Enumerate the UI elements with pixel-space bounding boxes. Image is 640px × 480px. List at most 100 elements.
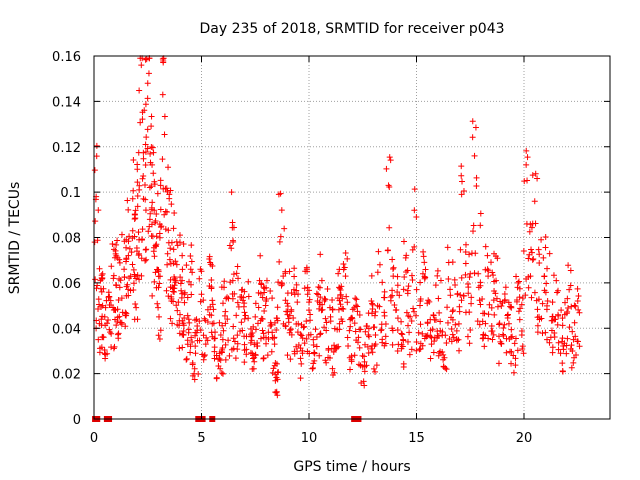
data-point	[134, 272, 141, 279]
data-point	[167, 276, 174, 283]
data-point	[422, 266, 429, 273]
data-point	[535, 246, 542, 253]
data-point	[317, 294, 324, 301]
data-point	[145, 228, 152, 235]
data-point	[544, 265, 551, 272]
data-point	[110, 246, 117, 253]
data-point	[192, 350, 199, 357]
data-point	[274, 304, 281, 311]
data-point	[200, 332, 207, 339]
data-point	[155, 332, 162, 339]
data-point	[158, 223, 165, 230]
data-point	[286, 312, 293, 319]
data-point	[412, 312, 419, 319]
data-point	[239, 297, 246, 304]
data-point	[184, 294, 191, 301]
x-axis-label: GPS time / hours	[293, 459, 410, 475]
data-point	[117, 277, 124, 284]
data-point	[342, 250, 349, 257]
data-point	[362, 328, 369, 335]
data-point	[230, 323, 237, 330]
data-point	[527, 273, 534, 280]
data-point	[184, 312, 191, 319]
data-point	[453, 327, 460, 334]
data-point	[458, 172, 465, 179]
data-point	[259, 294, 266, 301]
data-point	[564, 335, 571, 342]
data-point	[408, 318, 415, 325]
data-point	[427, 355, 434, 362]
data-point	[306, 350, 313, 357]
data-point	[98, 288, 105, 295]
data-point	[176, 232, 183, 239]
data-point	[258, 280, 265, 287]
data-point	[116, 259, 123, 266]
data-point	[193, 316, 200, 323]
y-tick-label: 0.16	[52, 50, 81, 65]
data-point	[408, 346, 415, 353]
data-point	[516, 316, 523, 323]
data-point	[243, 351, 250, 358]
data-point	[99, 275, 106, 282]
data-point	[573, 352, 580, 359]
data-point	[184, 341, 191, 348]
data-point	[197, 266, 204, 273]
data-point	[108, 263, 115, 270]
data-point	[248, 333, 255, 340]
data-point	[437, 327, 444, 334]
data-point	[352, 328, 359, 335]
data-point	[288, 331, 295, 338]
data-point	[124, 197, 131, 204]
data-point	[444, 319, 451, 326]
data-point	[405, 313, 412, 320]
data-point	[419, 330, 426, 337]
data-point	[154, 190, 161, 197]
data-point	[516, 294, 523, 301]
data-point	[515, 308, 522, 315]
data-point	[212, 329, 219, 336]
data-point	[241, 341, 248, 348]
data-point	[252, 300, 259, 307]
data-point	[490, 297, 497, 304]
data-point	[261, 307, 268, 314]
data-point	[161, 113, 168, 120]
data-point	[249, 350, 256, 357]
data-point	[293, 321, 300, 328]
data-point	[561, 340, 568, 347]
data-point	[115, 330, 122, 337]
data-point	[188, 242, 195, 249]
data-point	[304, 284, 311, 291]
data-point	[187, 266, 194, 273]
data-point	[409, 276, 416, 283]
data-point	[152, 219, 159, 226]
data-point	[291, 273, 298, 280]
data-point	[304, 291, 311, 298]
data-point	[239, 327, 246, 334]
data-point	[192, 343, 199, 350]
y-tick-label: 0.06	[52, 277, 81, 292]
tick-marks	[93, 55, 610, 420]
data-point	[458, 297, 465, 304]
data-point	[204, 337, 211, 344]
data-point	[307, 311, 314, 318]
data-point	[179, 320, 186, 327]
data-point	[514, 347, 521, 354]
data-point	[219, 322, 226, 329]
data-point	[179, 277, 186, 284]
data-point	[559, 360, 566, 367]
data-point	[322, 357, 329, 364]
data-point	[307, 317, 314, 324]
data-point	[96, 301, 103, 308]
data-point	[472, 124, 479, 131]
data-point	[165, 227, 172, 234]
data-point	[178, 287, 185, 294]
data-point	[301, 285, 308, 292]
data-point	[274, 376, 281, 383]
data-point	[155, 304, 162, 311]
data-point	[257, 290, 264, 297]
data-point	[259, 327, 266, 334]
data-point	[148, 144, 155, 151]
data-point	[170, 225, 177, 232]
data-point	[382, 321, 389, 328]
